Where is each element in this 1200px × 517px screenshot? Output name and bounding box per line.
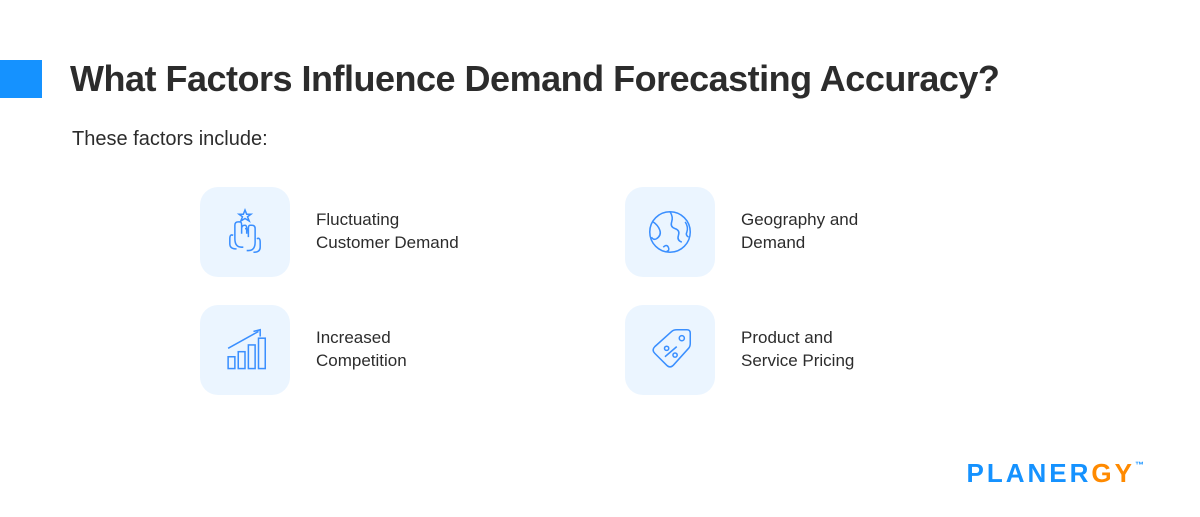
brand-logo: PLANERGY™ <box>967 458 1144 489</box>
price-tag-icon <box>625 305 715 395</box>
hands-star-icon <box>200 187 290 277</box>
brand-tm: ™ <box>1135 460 1144 470</box>
factor-item: Increased Competition <box>200 305 535 395</box>
accent-bar <box>0 60 42 98</box>
factor-item: Product and Service Pricing <box>625 305 960 395</box>
factor-label: Product and Service Pricing <box>741 327 854 373</box>
factor-item: Fluctuating Customer Demand <box>200 187 535 277</box>
factor-label: Fluctuating Customer Demand <box>316 209 459 255</box>
factors-grid: Fluctuating Customer Demand Geography an… <box>200 187 960 395</box>
factor-item: Geography and Demand <box>625 187 960 277</box>
factor-label: Increased Competition <box>316 327 407 373</box>
subtitle-text: These factors include: <box>72 128 1200 151</box>
factor-label: Geography and Demand <box>741 209 858 255</box>
globe-icon <box>625 187 715 277</box>
header-row: What Factors Influence Demand Forecastin… <box>0 0 1200 100</box>
brand-name: PLANERGY <box>967 458 1135 488</box>
bar-growth-icon <box>200 305 290 395</box>
page-title: What Factors Influence Demand Forecastin… <box>70 58 999 100</box>
